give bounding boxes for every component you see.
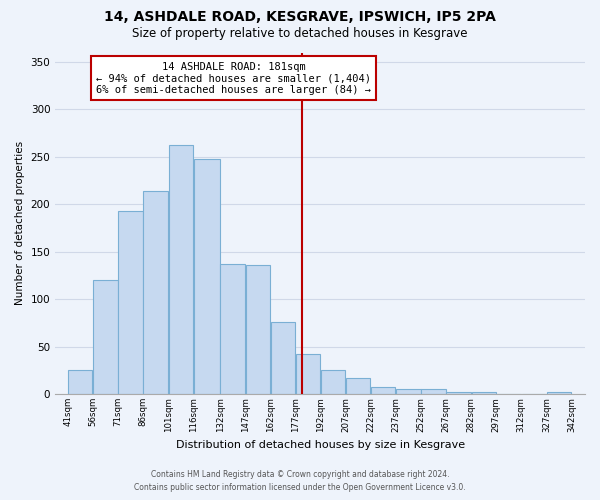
- Bar: [547, 392, 571, 394]
- Y-axis label: Number of detached properties: Number of detached properties: [15, 141, 25, 306]
- Bar: [143, 191, 168, 394]
- Bar: [371, 388, 395, 394]
- Text: 14 ASHDALE ROAD: 181sqm
← 94% of detached houses are smaller (1,404)
6% of semi-: 14 ASHDALE ROAD: 181sqm ← 94% of detache…: [96, 62, 371, 94]
- Bar: [93, 280, 118, 394]
- Text: Contains HM Land Registry data © Crown copyright and database right 2024.
Contai: Contains HM Land Registry data © Crown c…: [134, 470, 466, 492]
- Bar: [194, 158, 220, 394]
- Bar: [118, 211, 143, 394]
- Bar: [245, 265, 270, 394]
- Bar: [421, 390, 446, 394]
- Text: Size of property relative to detached houses in Kesgrave: Size of property relative to detached ho…: [132, 28, 468, 40]
- Bar: [446, 392, 471, 394]
- Bar: [220, 264, 245, 394]
- X-axis label: Distribution of detached houses by size in Kesgrave: Distribution of detached houses by size …: [176, 440, 464, 450]
- Bar: [321, 370, 345, 394]
- Bar: [472, 392, 496, 394]
- Bar: [396, 390, 421, 394]
- Bar: [169, 146, 193, 394]
- Bar: [296, 354, 320, 394]
- Bar: [68, 370, 92, 394]
- Text: 14, ASHDALE ROAD, KESGRAVE, IPSWICH, IP5 2PA: 14, ASHDALE ROAD, KESGRAVE, IPSWICH, IP5…: [104, 10, 496, 24]
- Bar: [271, 322, 295, 394]
- Bar: [346, 378, 370, 394]
